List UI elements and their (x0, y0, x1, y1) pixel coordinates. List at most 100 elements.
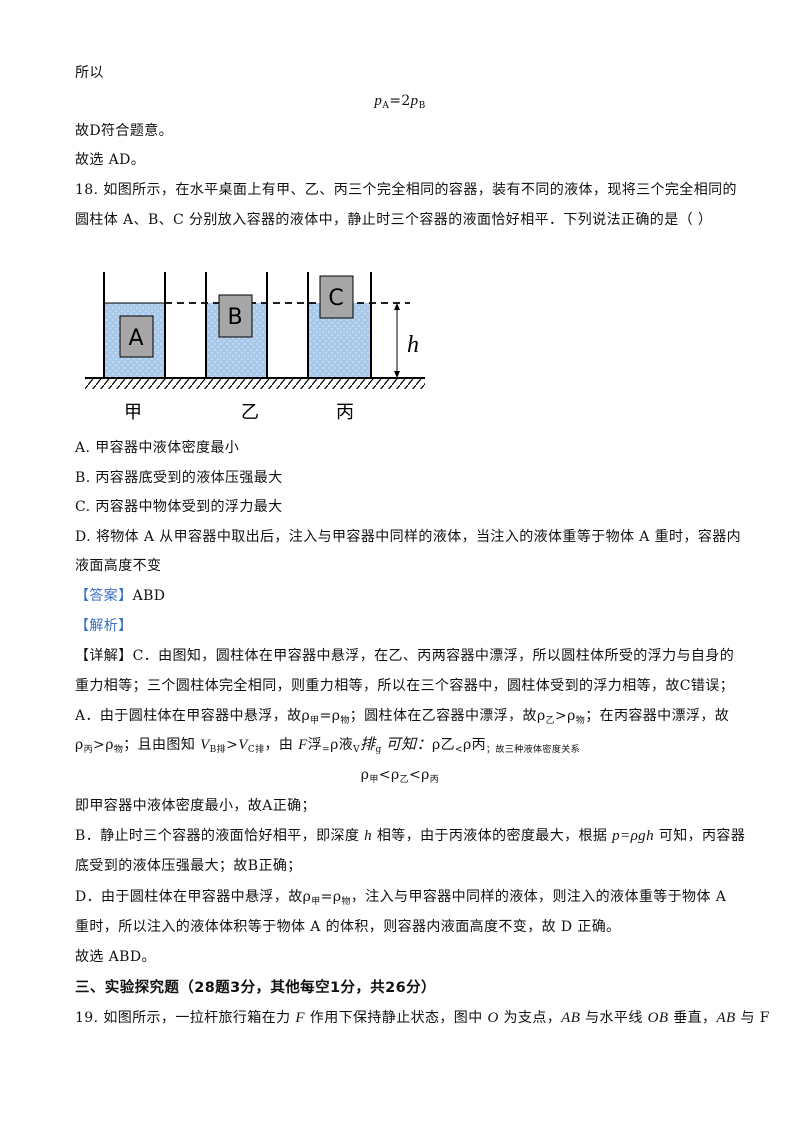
text-segment: F (759, 1010, 770, 1026)
detail-line: 故选 ABD。 (75, 947, 156, 967)
subscript: 甲 (369, 775, 379, 785)
subscript: g (375, 745, 382, 755)
option: B. 丙容器底受到的液体压强最大 (75, 470, 283, 486)
text-segment: V (238, 737, 248, 753)
text-segment: 重时，所以注入的液体体积等于物体 A 的体积，则容器内液面高度不变，故 D 正确… (75, 919, 621, 935)
detail-line: D．由于圆柱体在甲容器中悬浮，故ρ甲=ρ物，注入与甲容器中同样的液体，则注入的液… (75, 887, 726, 912)
detail-line: ρ丙>ρ物；且由图知 VB排>VC排，由 F浮=ρ液V排g 可知：ρ乙<ρ丙；故… (75, 735, 580, 760)
text-segment: 相等，由于丙液体的密度最大，根据 (372, 828, 613, 844)
subscript: V (353, 745, 361, 755)
text-line: 故D符合题意。 (75, 123, 174, 139)
text-segment: h (364, 828, 373, 844)
answer-value: ABD (132, 588, 166, 604)
detail-line: 重力相等；三个圆柱体完全相同，则重力相等，所以在三个容器中，圆柱体受到的浮力相等… (75, 676, 734, 696)
text-segment: < (409, 767, 422, 783)
subscript: 丙 (429, 775, 440, 785)
height-label: h (407, 332, 419, 358)
text-segment: 即甲容器中液体密度最小，故A正确； (75, 798, 316, 814)
detail-line: A．由于圆柱体在甲容器中悬浮，故ρ甲=ρ物；圆柱体在乙容器中漂浮，故ρ乙>ρ物；… (75, 706, 729, 731)
figure: A B C h 甲 乙 丙 (85, 272, 425, 423)
text-segment: p (410, 93, 419, 109)
text-segment: ρ (75, 737, 84, 753)
text-segment: p (374, 93, 383, 109)
subscript: 乙 (399, 775, 410, 785)
subscript: A (382, 101, 390, 111)
text-segment: 与水平线 (580, 1010, 648, 1026)
text-segment: AB (716, 1010, 736, 1026)
text-segment: 液 (338, 737, 354, 753)
subscript: C排 (247, 745, 265, 755)
text-segment: = (319, 708, 332, 724)
question-stem: 圆柱体 A、B、C 分别放入容器的液体中，静止时三个容器的液面恰好相平．下列说法… (75, 212, 713, 228)
text-segment: F (295, 1010, 305, 1026)
subscript: 物 (340, 716, 350, 726)
subscript: 乙 (545, 716, 555, 726)
text-segment: ρ (536, 708, 546, 724)
text-segment: 故选 ABD。 (75, 949, 156, 965)
text-segment: 底受到的液体压强最大；故B正确； (75, 858, 302, 874)
subscript: = (322, 745, 331, 755)
text-segment: 作用下保持静止状态，图中 (304, 1010, 488, 1026)
option: D. 将物体 A 从甲容器中取出后，注入与甲容器中同样的液体，当注入的液体重等于… (75, 529, 742, 545)
text-segment: > (555, 708, 568, 724)
text-segment: ρ (332, 889, 342, 905)
block-label: C (328, 286, 343, 311)
block-label: B (227, 305, 242, 330)
subscript: 物 (113, 745, 124, 755)
text-segment: 丙 (471, 737, 487, 753)
container-label: 丙 (336, 402, 354, 423)
subscript: 物 (341, 897, 351, 907)
text-segment: ；圆柱体在乙容器中漂浮，故 (349, 708, 537, 724)
text-segment: ρ (462, 737, 472, 753)
containers (85, 272, 425, 389)
analysis-label: 【解析】 (75, 618, 133, 634)
subscript: B排 (209, 745, 227, 755)
text-segment: 【详解】C．由图知，圆柱体在甲容器中悬浮，在乙、丙两容器中漂浮，所以圆柱体所受的… (75, 648, 735, 664)
detail-line: 【详解】C．由图知，圆柱体在甲容器中悬浮，在乙、丙两容器中漂浮，所以圆柱体所受的… (75, 646, 734, 666)
answer: 【答案】ABD (75, 586, 165, 606)
subscript: ；故三种液体密度关系 (486, 745, 581, 755)
text-segment: ρ (301, 708, 311, 724)
text-segment: B．静止时三个容器的液面恰好相平，即深度 (75, 828, 365, 844)
text-segment: > (226, 737, 239, 753)
option: A. 甲容器中液体密度最小 (75, 440, 240, 456)
question-stem: 19. 如图所示，一拉杆旅行箱在力 F 作用下保持静止状态，图中 O 为支点，A… (75, 1008, 770, 1028)
option: 液面高度不变 (75, 558, 162, 574)
text-segment: ρ (330, 737, 339, 753)
subscript: B (418, 101, 426, 111)
text-segment: V (200, 737, 210, 753)
text-line: 所以 (75, 65, 104, 81)
text-segment: 与 (735, 1010, 760, 1026)
text-segment: ρ (360, 767, 370, 783)
detail-line: B．静止时三个容器的液面恰好相平，即深度 h 相等，由于丙液体的密度最大，根据 … (75, 826, 745, 846)
subscript: 甲 (310, 716, 320, 726)
text-segment: 19. 如图所示，一拉杆旅行箱在力 (75, 1010, 296, 1026)
text-segment: ，注入与甲容器中同样的液体，则注入的液体重等于物体 A (350, 889, 727, 905)
text-segment: > (93, 737, 106, 753)
text-segment: ；在丙容器中漂浮，故 (585, 708, 730, 724)
detail-line: 底受到的液体压强最大；故B正确； (75, 856, 302, 876)
text-segment: =2 (389, 93, 411, 109)
text-segment: ρ (302, 889, 312, 905)
text-segment: 可知，丙容器 (653, 828, 746, 844)
text-segment: F (298, 737, 308, 753)
subscript: < (455, 745, 463, 755)
text-segment: 乙 (440, 737, 456, 753)
text-segment: 可知： (381, 737, 432, 753)
text-segment: OB (647, 1010, 669, 1026)
text-segment: ρ (331, 708, 341, 724)
subscript: 物 (575, 716, 586, 726)
text-segment: 垂直， (668, 1010, 717, 1026)
container-label: 甲 (124, 402, 142, 423)
text-segment: 浮 (307, 737, 323, 753)
container-label: 乙 (241, 402, 259, 423)
text-segment: ρ (421, 767, 430, 783)
text-segment: p=ρgh (612, 828, 654, 844)
text-line: 故选 AD。 (75, 152, 146, 168)
option: C. 丙容器中物体受到的浮力最大 (75, 499, 283, 515)
question-stem: 18. 如图所示，在水平桌面上有甲、乙、丙三个完全相同的容器，装有不同的液体，现… (75, 182, 737, 198)
text-segment: ρ (390, 767, 400, 783)
text-segment: ρ (567, 708, 576, 724)
text-segment: ρ (431, 737, 441, 753)
